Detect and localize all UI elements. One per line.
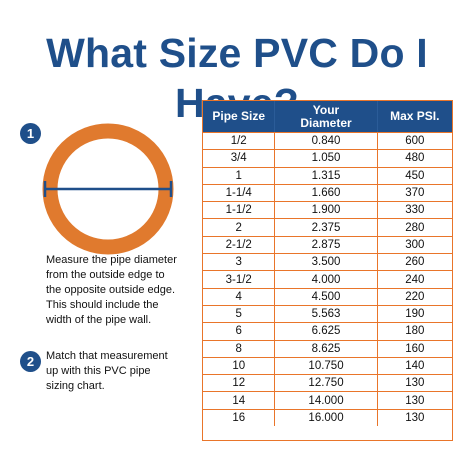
table-row: 1 1.315 450 <box>203 166 452 184</box>
cell-max-psi: 370 <box>376 184 452 202</box>
table-row: 2-1/2 2.875 300 <box>203 235 452 254</box>
cell-max-psi: 330 <box>376 202 452 219</box>
cell-diameter: 12.750 <box>274 375 376 392</box>
step-1-text: Measure the pipe diameter from the outsi… <box>46 254 177 326</box>
header-your-diameter: Your Diameter <box>274 101 376 132</box>
cell-max-psi: 450 <box>376 167 452 184</box>
cell-pipe-size: 5 <box>235 308 242 321</box>
table-row: 8 8.625 160 <box>203 339 452 357</box>
cell-diameter: 8.625 <box>274 340 376 357</box>
table-row: 16 16.000 130 <box>203 408 452 427</box>
cell-diameter: 0.840 <box>274 133 376 150</box>
header-max-psi: Max PSI. <box>376 101 452 132</box>
cell-diameter: 5.563 <box>274 305 376 323</box>
cell-pipe-size: 1-1/4 <box>225 187 252 200</box>
cell-max-psi: 190 <box>376 305 452 323</box>
cell-pipe-size: 1-1/2 <box>225 204 252 217</box>
cell-pipe-size: 2-1/2 <box>225 238 252 251</box>
cell-max-psi: 130 <box>376 392 452 409</box>
table-row: 4 4.500 220 <box>203 287 452 305</box>
cell-diameter: 1.900 <box>274 202 376 219</box>
table-row: 3 3.500 260 <box>203 253 452 271</box>
table-row: 14 14.000 130 <box>203 391 452 409</box>
table-row: 12 12.750 130 <box>203 374 452 392</box>
cell-max-psi: 140 <box>376 357 452 375</box>
cell-diameter: 3.500 <box>274 254 376 271</box>
cell-diameter: 2.375 <box>274 219 376 236</box>
cell-diameter: 2.875 <box>274 236 376 254</box>
table-row: 2 2.375 280 <box>203 218 452 236</box>
cell-pipe-size: 6 <box>235 325 242 338</box>
cell-diameter: 10.750 <box>274 357 376 375</box>
cell-pipe-size: 3 <box>235 256 242 269</box>
table-row: 1/2 0.840 600 <box>203 132 452 150</box>
pipe-cross-section-icon <box>42 123 174 255</box>
chart-header: Pipe Size Your Diameter Max PSI. <box>203 101 452 132</box>
chart-body: 1/2 0.840 600 3/4 1.050 480 1 1.315 450 1-1/4 1.66… <box>203 132 452 427</box>
table-row: 3/4 1.050 480 <box>203 149 452 167</box>
cell-pipe-size: 4 <box>235 290 242 303</box>
cell-diameter: 6.625 <box>274 323 376 340</box>
step-2-badge: 2 <box>20 351 41 372</box>
cell-max-psi: 260 <box>376 254 452 271</box>
table-row: 1-1/2 1.900 330 <box>203 201 452 219</box>
cell-max-psi: 130 <box>376 409 452 427</box>
cell-diameter: 1.050 <box>274 150 376 167</box>
header-pipe-size: Pipe Size <box>212 109 266 123</box>
cell-max-psi: 220 <box>376 288 452 305</box>
cell-pipe-size: 3/4 <box>230 152 247 165</box>
table-row: 1-1/4 1.660 370 <box>203 183 452 202</box>
cell-max-psi: 480 <box>376 150 452 167</box>
cell-pipe-size: 14 <box>232 394 246 407</box>
table-row: 3-1/2 4.000 240 <box>203 270 452 288</box>
cell-max-psi: 130 <box>376 375 452 392</box>
cell-pipe-size: 12 <box>232 377 246 390</box>
step-2-text: Match that measurement up with this PVC … <box>46 350 168 392</box>
step-1-badge: 1 <box>20 123 41 144</box>
table-row: 5 5.563 190 <box>203 304 452 323</box>
cell-diameter: 16.000 <box>274 409 376 427</box>
cell-max-psi: 160 <box>376 340 452 357</box>
cell-pipe-size: 1 <box>235 169 242 182</box>
cell-max-psi: 600 <box>376 133 452 150</box>
cell-pipe-size: 1/2 <box>230 135 247 148</box>
cell-max-psi: 300 <box>376 236 452 254</box>
cell-diameter: 4.500 <box>274 288 376 305</box>
cell-pipe-size: 2 <box>235 221 242 234</box>
cell-pipe-size: 8 <box>235 342 242 355</box>
table-row: 10 10.750 140 <box>203 356 452 375</box>
cell-pipe-size: 10 <box>232 360 246 372</box>
cell-pipe-size: 16 <box>232 411 246 424</box>
cell-diameter: 1.315 <box>274 167 376 184</box>
pvc-sizing-chart: Pipe Size Your Diameter Max PSI. 1/2 0.84… <box>202 100 453 441</box>
cell-pipe-size: 3-1/2 <box>225 273 252 286</box>
cell-max-psi: 180 <box>376 323 452 340</box>
cell-diameter: 14.000 <box>274 392 376 409</box>
table-row: 6 6.625 180 <box>203 322 452 340</box>
cell-max-psi: 280 <box>376 219 452 236</box>
cell-max-psi: 240 <box>376 271 452 288</box>
cell-diameter: 4.000 <box>274 271 376 288</box>
cell-diameter: 1.660 <box>274 184 376 202</box>
